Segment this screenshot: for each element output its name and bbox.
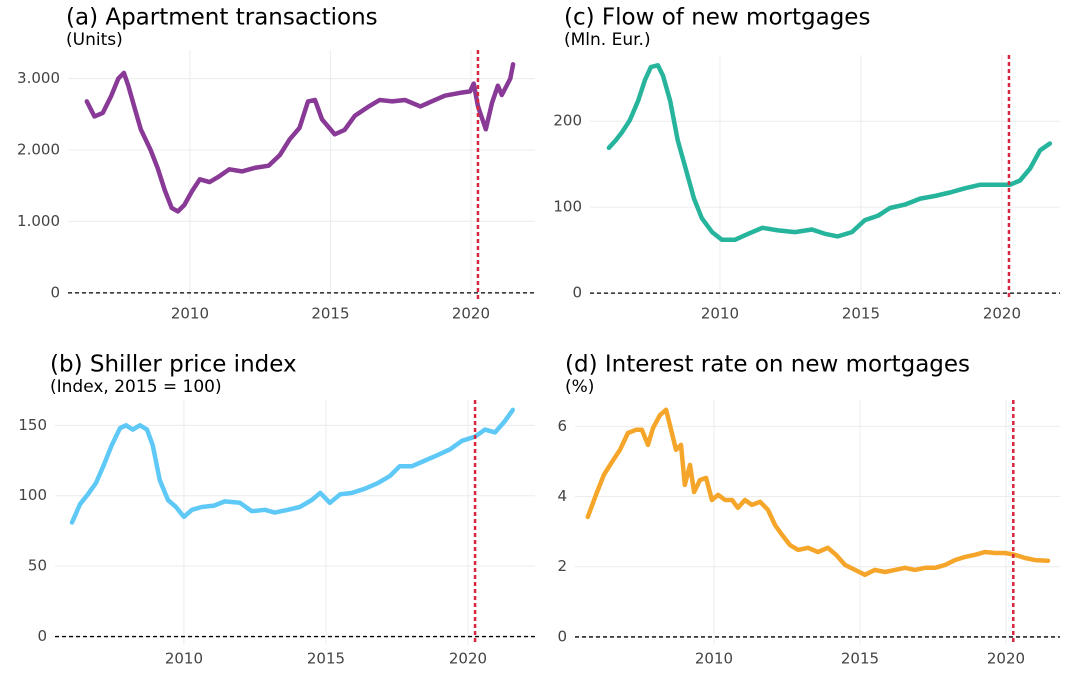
y-tick-label: 200 [553,112,582,130]
x-tick-label: 2015 [311,305,349,323]
x-tick-label: 2020 [452,305,490,323]
y-tick-label: 100 [553,198,582,216]
panel-subtitle: (Mln. Eur.) [564,30,651,50]
panel-title: (d) Interest rate on new mortgages [565,352,970,378]
data-line [69,407,516,525]
y-tick-label: 0 [50,283,60,301]
y-tick-label: 50 [28,557,47,575]
x-tick-label: 2020 [987,650,1025,668]
y-tick-label: 150 [18,416,47,434]
y-tick-label: 3.000 [17,69,60,87]
x-tick-label: 2015 [841,650,879,668]
panel-title: (b) Shiller price index [50,352,297,378]
y-tick-label: 6 [557,417,567,435]
x-tick-label: 2010 [695,650,733,668]
x-tick-label: 2015 [307,650,345,668]
panel-title: (a) Apartment transactions [66,5,378,31]
x-tick-label: 2015 [842,305,880,323]
y-tick-label: 2.000 [17,141,60,159]
data-line [606,63,1053,243]
y-tick-label: 0 [37,627,47,645]
panel-title: (c) Flow of new mortgages [564,5,870,31]
y-tick-label: 0 [572,284,582,302]
x-tick-label: 2010 [165,650,203,668]
x-tick-label: 2010 [701,305,739,323]
panel-subtitle: (%) [565,377,594,397]
panel-subtitle: (Index, 2015 = 100) [50,377,222,397]
y-tick-label: 1.000 [17,212,60,230]
x-tick-label: 2010 [171,305,209,323]
data-line [585,407,1051,578]
y-tick-label: 0 [557,627,567,645]
x-tick-label: 2020 [449,650,487,668]
x-tick-label: 2020 [983,305,1021,323]
y-tick-label: 100 [18,486,47,504]
panel-subtitle: (Units) [66,30,123,50]
y-tick-label: 4 [557,487,567,505]
y-tick-label: 2 [557,557,567,575]
data-line [84,62,516,214]
